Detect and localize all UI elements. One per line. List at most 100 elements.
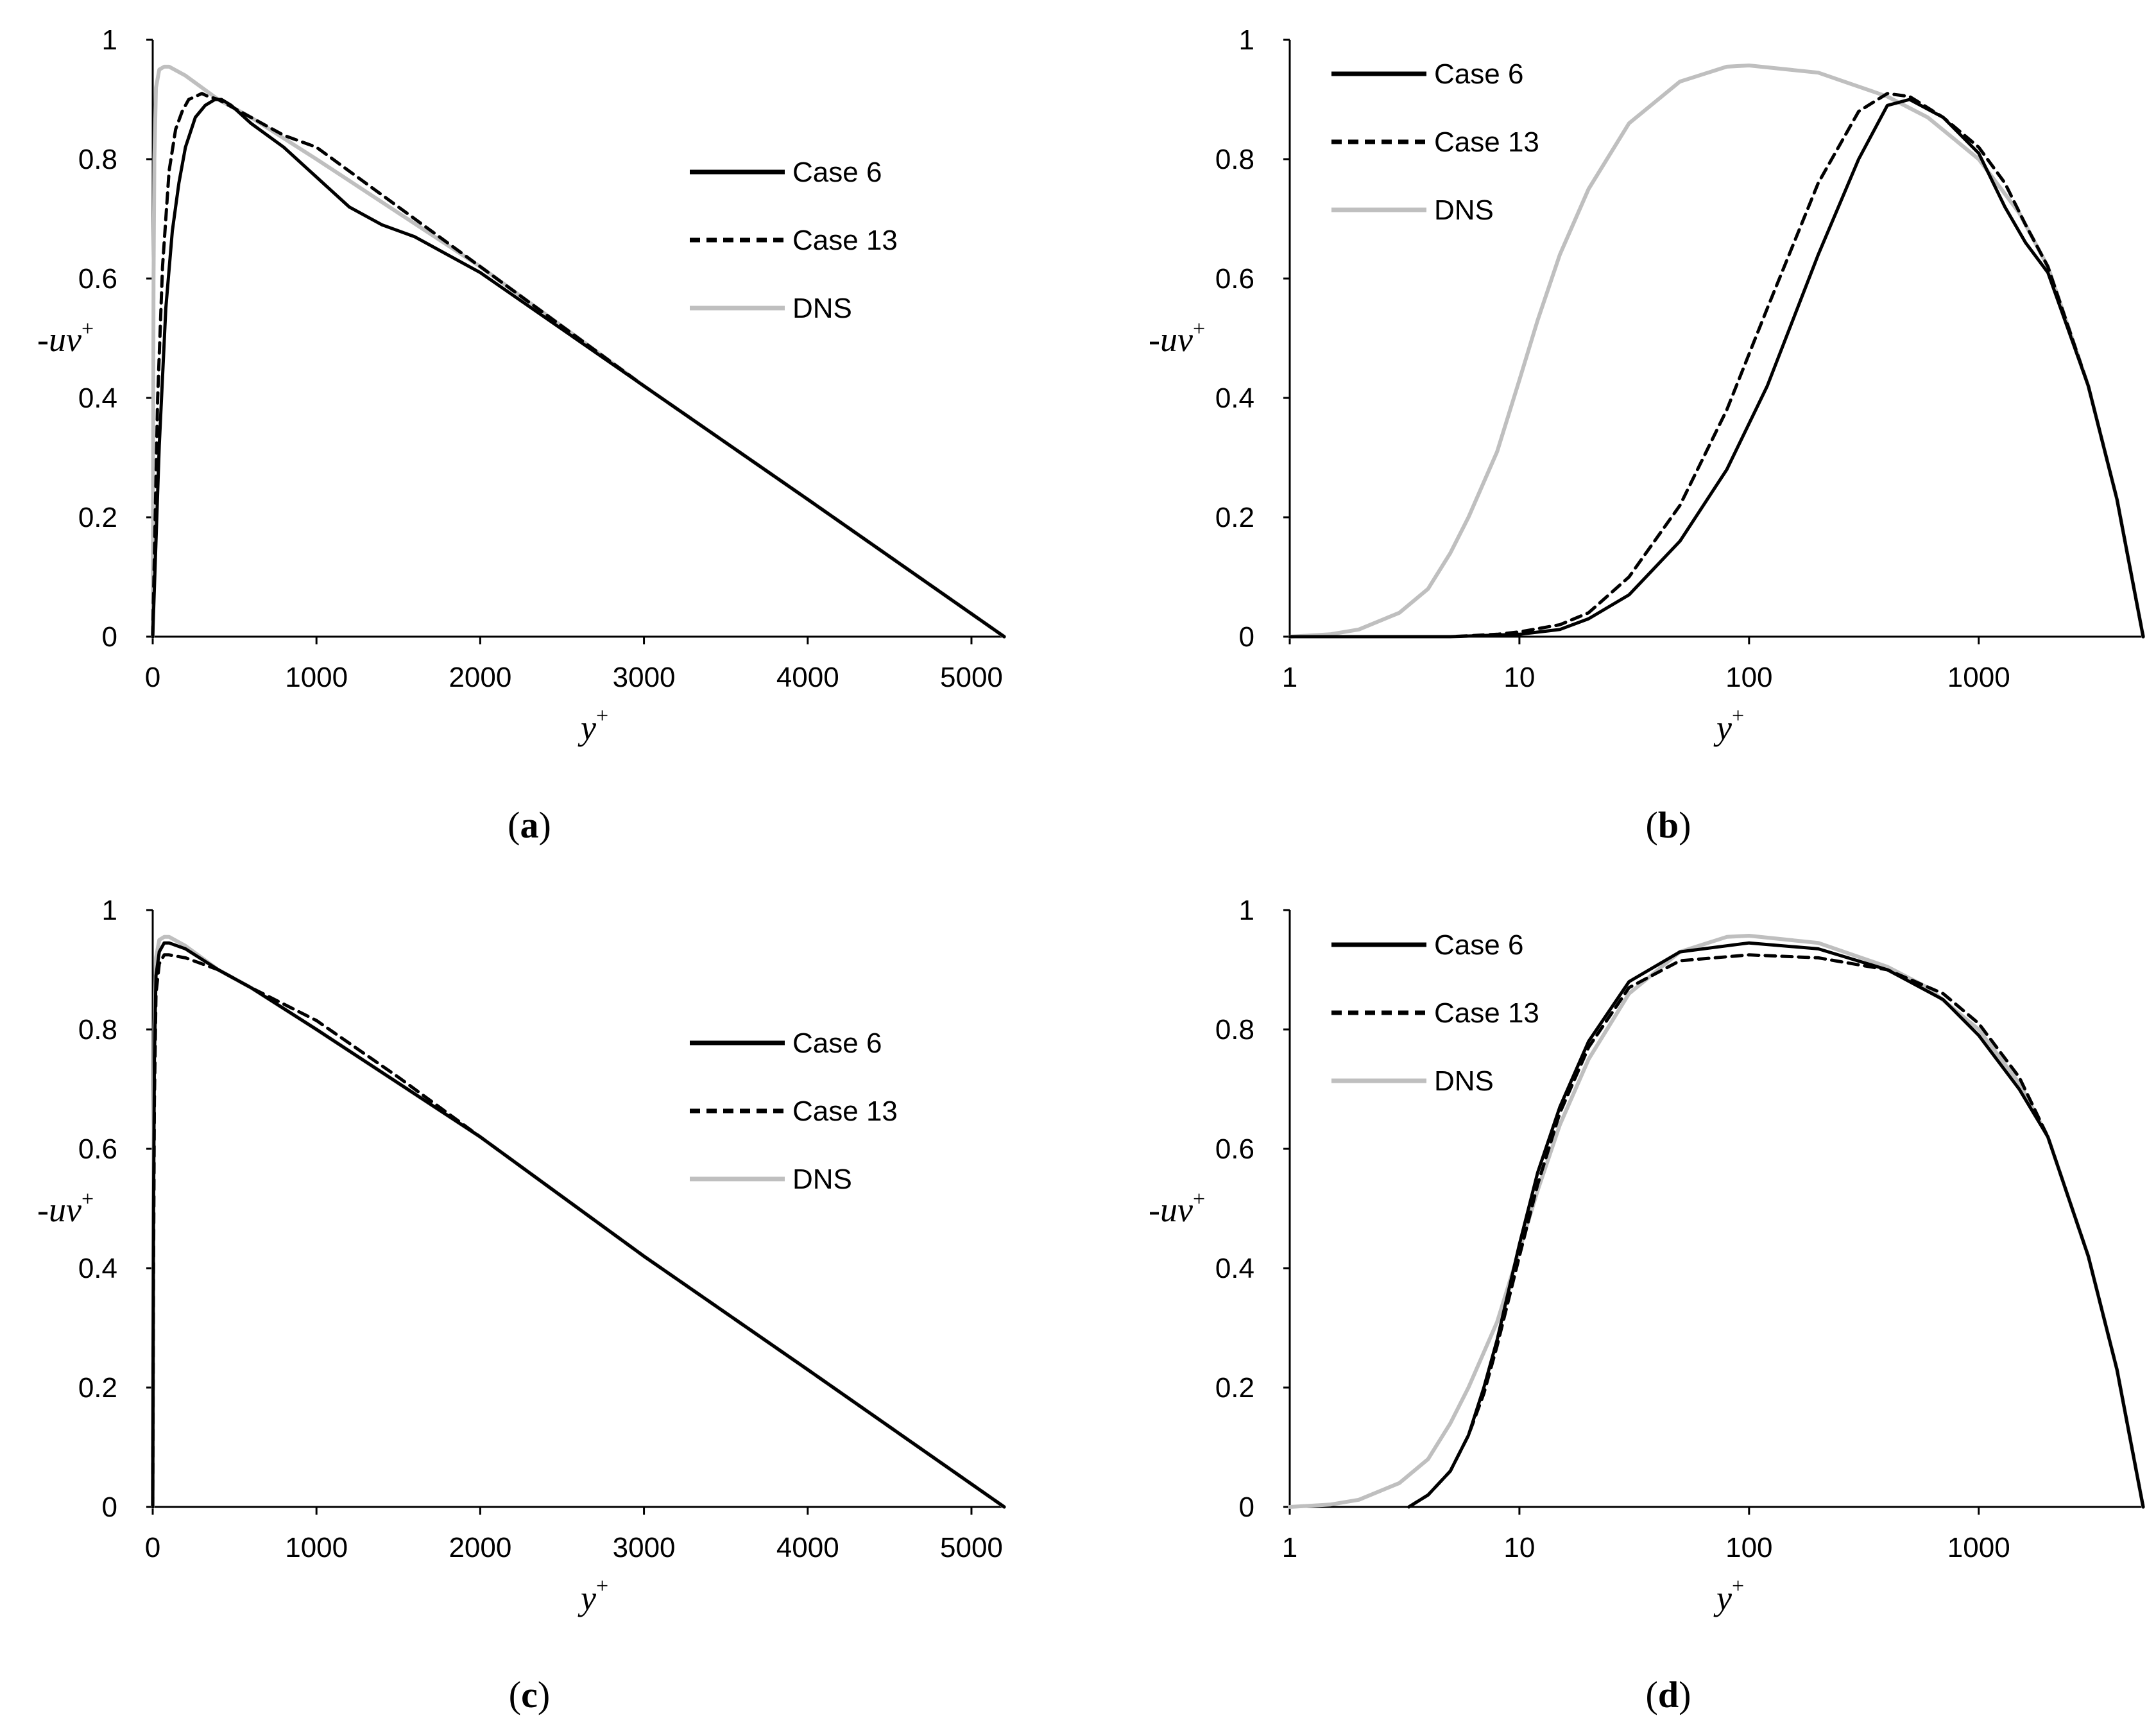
y-tick-label: 1 [102,24,117,56]
panel-label-close: ) [1679,1674,1691,1716]
series-line-dns [151,64,1006,639]
x-axis-title-sup: + [596,704,608,728]
y-tick-label: 0.6 [78,1133,117,1165]
legend-label: Case 6 [792,1028,882,1059]
y-tick-label: 0.6 [1215,1133,1254,1165]
x-tick-label: 3000 [613,1532,676,1563]
series-line-dns [1288,934,2145,1509]
panel-label: (c) [509,1674,550,1716]
x-tick-label: 1000 [285,1532,348,1563]
panel-label-open: ( [1646,804,1658,846]
y-tick-label: 0.6 [1215,263,1254,295]
chart-panel-a: 0 0.2 0.4 0.6 0.8 1 0 1000 2000 3000 4000 5000 -uv+ y… [37,24,1006,846]
x-axis-title-sup: + [1732,1574,1744,1598]
x-tick-label: 1 [1282,662,1297,693]
y-tick-label: 0.4 [78,1253,117,1284]
panel-label-open: ( [508,804,520,846]
x-tick-label: 2000 [449,1532,511,1563]
y-tick-label: 0.6 [78,263,117,295]
y-tick-label: 0 [102,621,117,653]
y-tick-label: 0 [1239,621,1254,653]
panel-label-open: ( [1646,1674,1658,1716]
x-tick-label: 0 [145,1532,160,1563]
x-tick-label: 3000 [613,662,676,693]
x-tick-label: 10 [1503,662,1535,693]
legend-label: DNS [1434,1065,1494,1097]
y-axis-title: -uv+ [1149,317,1205,359]
y-tick-label: 0.8 [1215,144,1254,175]
x-axis-title-sup: + [1732,704,1744,728]
series-line-dns [1288,64,2145,639]
series-line-case-13 [1407,953,2145,1509]
y-axis-title-sup: + [81,317,94,341]
y-tick-label: 0 [1239,1492,1254,1523]
panel-label: (a) [508,804,551,846]
x-tick-label: 0 [145,662,160,693]
panel-label-close: ) [538,1674,550,1716]
y-axis-title-sup: + [81,1187,94,1211]
y-axis-title: -uv+ [37,317,94,359]
series-line-case-6 [151,98,1006,639]
legend: Case 6 Case 13 DNS [690,157,898,324]
legend-label: Case 13 [1434,126,1539,158]
y-tick-label: 0.8 [78,1014,117,1045]
x-tick-label: 100 [1725,1532,1772,1563]
y-axis-title-sup: + [1193,317,1205,341]
y-tick-label: 0.4 [1215,383,1254,414]
x-tick-label: 1 [1282,1532,1297,1563]
panel-label-letter: b [1658,804,1679,846]
legend-label: DNS [1434,194,1494,226]
x-tick-label: 1000 [1947,1532,2010,1563]
x-tick-label: 4000 [776,1532,839,1563]
panel-label-letter: c [521,1674,538,1716]
y-axis-title: -uv+ [37,1187,94,1229]
y-tick-label: 1 [1239,895,1254,926]
series-line-case-6 [1288,98,2145,639]
x-tick-label: 100 [1725,662,1772,693]
x-axis-title-sup: + [596,1574,608,1598]
x-axis-title: y+ [578,704,608,747]
panel-label: (d) [1646,1674,1691,1716]
y-axis-title-sup: + [1193,1187,1205,1211]
legend-label: DNS [792,1164,852,1195]
series-line-case-13 [1288,92,2145,639]
y-tick-label: 1 [102,895,117,926]
y-tick-label: 0.2 [1215,502,1254,533]
legend: Case 6 Case 13 DNS [690,1028,898,1195]
legend: Case 6 Case 13 DNS [1331,58,1539,226]
legend-label: Case 6 [792,157,882,188]
y-tick-label: 0.2 [78,1372,117,1404]
legend: Case 6 Case 13 DNS [1331,929,1539,1097]
y-tick-label: 1 [1239,24,1254,56]
x-axis-title: y+ [1713,1574,1744,1617]
x-tick-label: 1000 [1947,662,2010,693]
panel-label-letter: d [1658,1674,1679,1716]
series-line-case-6 [151,941,1006,1509]
y-tick-label: 0.4 [78,383,117,414]
y-tick-label: 0.8 [1215,1014,1254,1045]
y-tick-label: 0.4 [1215,1253,1254,1284]
panel-label-open: ( [509,1674,521,1716]
y-tick-label: 0.8 [78,144,117,175]
panel-label-letter: a [520,804,539,846]
panel-label-close: ) [539,804,551,846]
series-line-dns [151,934,1006,1509]
x-tick-label: 2000 [449,662,511,693]
panel-label: (b) [1646,804,1691,846]
y-tick-label: 0.2 [1215,1372,1254,1404]
legend-label: Case 6 [1434,58,1523,90]
chart-panel-c: 0 0.2 0.4 0.6 0.8 1 0 1000 2000 3000 4000 5000 -uv+ y… [37,895,1006,1716]
legend-label: DNS [792,293,852,324]
x-tick-label: 10 [1503,1532,1535,1563]
y-axis-title: -uv+ [1149,1187,1205,1229]
chart-panel-d: 0 0.2 0.4 0.6 0.8 1 1 10 100 1000 -uv+ y+ Case 6Case… [1149,895,2145,1716]
legend-label: Case 13 [792,225,898,256]
panel-label-close: ) [1679,804,1691,846]
legend-label: Case 6 [1434,929,1523,961]
x-tick-label: 1000 [285,662,348,693]
y-tick-label: 0.2 [78,502,117,533]
x-axis-title: y+ [578,1574,608,1617]
series-line-case-6 [1407,941,2145,1509]
x-axis-title: y+ [1713,704,1744,747]
